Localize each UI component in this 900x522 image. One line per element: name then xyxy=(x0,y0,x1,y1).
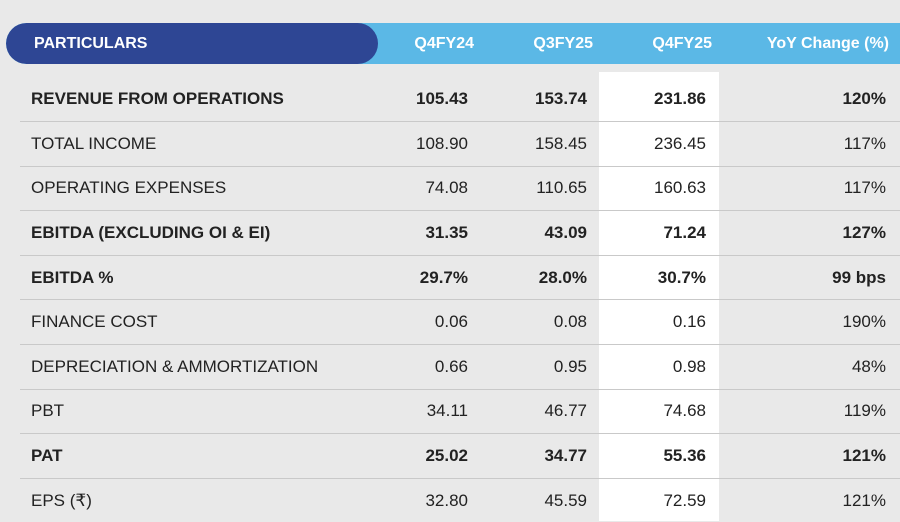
row-label: TOTAL INCOME xyxy=(31,133,157,153)
cell-yoy-change: 117% xyxy=(843,178,886,198)
cell-q4fy25: 231.86 xyxy=(654,88,706,108)
table-header: PARTICULARS Q4FY24 Q3FY25 Q4FY25 YoY Cha… xyxy=(6,23,900,64)
cell-q3fy25: 153.74 xyxy=(535,88,587,108)
cell-q3fy25: 45.59 xyxy=(544,490,587,510)
header-q4fy24: Q4FY24 xyxy=(414,35,474,52)
cell-q4fy25: 74.68 xyxy=(663,401,706,421)
row-label: PAT xyxy=(31,445,63,465)
row-label: EBITDA (EXCLUDING OI & EI) xyxy=(31,222,271,242)
cell-q4fy24: 0.66 xyxy=(434,356,468,376)
cell-q3fy25: 0.08 xyxy=(553,312,587,332)
cell-yoy-change: 99 bps xyxy=(832,267,886,287)
cell-q3fy25: 0.95 xyxy=(553,356,587,376)
cell-q3fy25: 110.65 xyxy=(536,178,587,198)
cell-yoy-change: 121% xyxy=(842,490,886,510)
cell-q4fy24: 25.02 xyxy=(425,445,468,465)
table-row: DEPRECIATION & AMMORTIZATION 0.66 0.95 0.98… xyxy=(20,345,900,390)
row-label: OPERATING EXPENSES xyxy=(31,178,227,198)
cell-yoy-change: 120% xyxy=(842,88,886,108)
cell-q4fy25: 55.36 xyxy=(663,445,706,465)
table-row: REVENUE FROM OPERATIONS 105.43 153.74 231.8… xyxy=(20,76,900,122)
q4fy25-highlight-column xyxy=(599,72,719,521)
table-row: EBITDA (EXCLUDING OI & EI) 31.35 43.09 71.2… xyxy=(20,211,900,256)
cell-q4fy24: 105.43 xyxy=(416,88,468,108)
cell-yoy-change: 190% xyxy=(842,312,886,332)
cell-q3fy25: 34.77 xyxy=(544,445,587,465)
cell-q4fy25: 160.63 xyxy=(654,178,706,198)
cell-q3fy25: 28.0% xyxy=(538,267,587,287)
cell-q4fy24: 0.06 xyxy=(434,312,468,332)
table-row: OPERATING EXPENSES 74.08 110.65 160.63 117% xyxy=(20,167,900,212)
header-yoy-change: YoY Change (%) xyxy=(766,35,889,52)
row-label: EBITDA % xyxy=(31,267,114,287)
cell-yoy-change: 119% xyxy=(843,401,886,421)
cell-q4fy24: 29.7% xyxy=(419,267,468,287)
table-row: PAT 25.02 34.77 55.36 121% xyxy=(20,434,900,479)
cell-q4fy24: 32.80 xyxy=(425,490,468,510)
row-label: FINANCE COST xyxy=(31,312,158,332)
table-row: EPS (₹) 32.80 45.59 72.59 121% xyxy=(20,479,900,522)
cell-yoy-change: 127% xyxy=(842,222,886,242)
cell-q4fy25: 236.45 xyxy=(654,133,706,153)
cell-yoy-change: 117% xyxy=(843,133,886,153)
cell-q4fy25: 71.24 xyxy=(663,222,706,242)
table-row: FINANCE COST 0.06 0.08 0.16 190% xyxy=(20,300,900,345)
header-particulars-band xyxy=(6,23,378,64)
row-label: EPS (₹) xyxy=(31,490,92,510)
row-label: PBT xyxy=(31,401,65,421)
header-q3fy25: Q3FY25 xyxy=(533,35,593,52)
header-q4fy25: Q4FY25 xyxy=(652,35,712,52)
table-row: TOTAL INCOME 108.90 158.45 236.45 117% xyxy=(20,122,900,167)
row-label: DEPRECIATION & AMMORTIZATION xyxy=(31,356,319,376)
cell-q3fy25: 43.09 xyxy=(544,222,587,242)
cell-yoy-change: 121% xyxy=(842,445,886,465)
cell-q4fy24: 34.11 xyxy=(426,401,468,421)
table-row: PBT 34.11 46.77 74.68 119% xyxy=(20,390,900,435)
cell-q4fy25: 0.98 xyxy=(672,356,706,376)
row-label: REVENUE FROM OPERATIONS xyxy=(31,88,284,108)
financial-table: REVENUE FROM OPERATIONS 105.43 153.74 231.8… xyxy=(20,76,900,522)
header-particulars: PARTICULARS xyxy=(34,35,148,52)
cell-q4fy24: 74.08 xyxy=(425,178,468,198)
table-row: EBITDA % 29.7% 28.0% 30.7% 99 bps xyxy=(20,256,900,301)
cell-q4fy24: 31.35 xyxy=(425,222,468,242)
cell-q4fy25: 0.16 xyxy=(672,312,706,332)
cell-q3fy25: 46.77 xyxy=(544,401,587,421)
cell-yoy-change: 48% xyxy=(851,356,886,376)
cell-q4fy25: 30.7% xyxy=(657,267,706,287)
cell-q4fy25: 72.59 xyxy=(663,490,706,510)
cell-q3fy25: 158.45 xyxy=(535,133,587,153)
cell-q4fy24: 108.90 xyxy=(416,133,468,153)
